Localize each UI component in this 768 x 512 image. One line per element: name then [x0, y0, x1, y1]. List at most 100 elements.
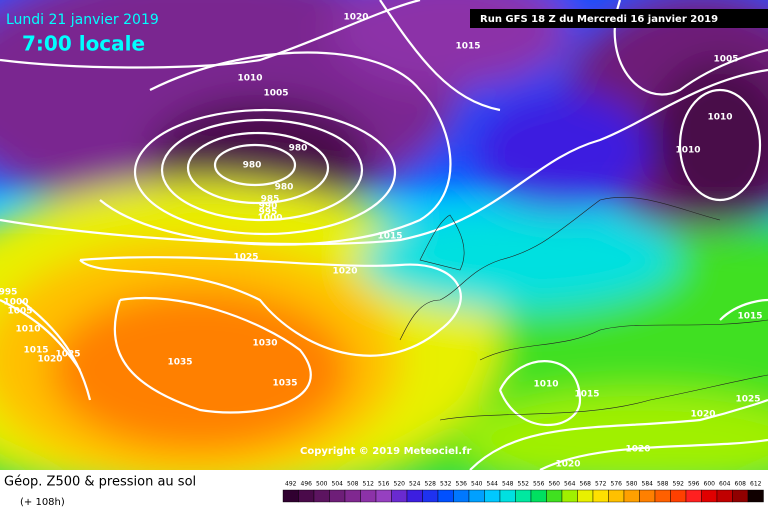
isobar-label: 1020	[625, 445, 650, 455]
scale-swatch	[701, 489, 718, 503]
run-box	[470, 9, 768, 28]
scale-swatch	[546, 489, 563, 503]
scale-swatch	[747, 489, 764, 503]
isobar-label: 995	[0, 288, 17, 298]
scale-label: 504	[332, 481, 344, 488]
scale-label: 540	[471, 481, 483, 488]
scale-swatch	[716, 489, 733, 503]
isobar-label: 1015	[377, 232, 402, 242]
isobar-label: 1020	[332, 267, 357, 277]
scale-swatch	[623, 489, 640, 503]
scale-label: 572	[595, 481, 607, 488]
scale-swatch	[375, 489, 392, 503]
scale-swatch	[561, 489, 578, 503]
scale-swatch	[360, 489, 377, 503]
scale-swatch	[344, 489, 361, 503]
isobar-label: 1010	[707, 113, 732, 123]
isobar-label: 1025	[55, 350, 80, 360]
scale-label: 588	[657, 481, 669, 488]
scale-swatch	[422, 489, 439, 503]
scale-swatch	[329, 489, 346, 503]
scale-swatch	[453, 489, 470, 503]
scale-label: 600	[704, 481, 716, 488]
scale-label: 516	[378, 481, 390, 488]
scale-swatch	[282, 489, 299, 503]
scale-label: 528	[425, 481, 437, 488]
scale-swatch	[639, 489, 656, 503]
isobar-label: 1010	[533, 380, 558, 390]
scale-label: 520	[394, 481, 406, 488]
isobar-label: 1005	[713, 55, 738, 65]
isobar-label: 1005	[7, 307, 32, 317]
isobar-label: 980	[289, 144, 308, 154]
isobar-label: 1015	[574, 390, 599, 400]
run-label: Run GFS 18 Z du Mercredi 16 janvier 2019	[480, 14, 718, 25]
scale-swatch	[391, 489, 408, 503]
isobar-label: 1025	[735, 395, 760, 405]
footer-title: Géop. Z500 & pression au sol	[4, 475, 196, 490]
date: Lundi 21 janvier 2019	[6, 12, 159, 28]
scale-swatch	[654, 489, 671, 503]
isobar-label: 1010	[15, 325, 40, 335]
isobar-label: 980	[243, 161, 262, 171]
scale-swatch	[732, 489, 749, 503]
scale-label: 532	[440, 481, 452, 488]
isobar-label: 1035	[167, 358, 192, 368]
scale-label: 548	[502, 481, 514, 488]
copyright: Copyright © 2019 Meteociel.fr	[300, 446, 471, 457]
field: 1020101510051010100510109809809801010985…	[0, 0, 768, 470]
isobar-label: 1025	[233, 253, 258, 263]
scale-swatch	[468, 489, 485, 503]
time: 7:00 locale	[22, 32, 145, 56]
scale-swatch	[530, 489, 547, 503]
isobar-label: 1000	[257, 214, 282, 224]
scale-swatch	[484, 489, 501, 503]
scale-label: 560	[549, 481, 561, 488]
scale-label: 584	[642, 481, 654, 488]
color-scale: 492 496 500 504 508 512 516 520 524 528 532 536 540 5…	[282, 481, 764, 503]
coastlines	[399, 197, 768, 421]
isobar-label: 990	[259, 202, 278, 212]
scale-label: 556	[533, 481, 545, 488]
isobar-label: 1030	[252, 339, 277, 349]
isobar-label: 1015	[737, 312, 762, 322]
isobar-label: 995	[259, 208, 278, 218]
scale-label: 612	[750, 481, 762, 488]
scale-label: 552	[518, 481, 530, 488]
scale-label: 500	[316, 481, 328, 488]
isobar-label: 1010	[675, 146, 700, 156]
scale-swatch	[515, 489, 532, 503]
isobar-label: 1010	[237, 74, 262, 84]
isobar-label: 1005	[263, 89, 288, 99]
scale-label: 508	[347, 481, 359, 488]
scale-label: 512	[363, 481, 375, 488]
scale-swatch	[437, 489, 454, 503]
footer-lead: (+ 108h)	[20, 497, 65, 508]
scale-swatch	[298, 489, 315, 503]
scale-label: 544	[487, 481, 499, 488]
scale-swatch	[499, 489, 516, 503]
isobar-label: 1035	[272, 379, 297, 389]
isobar-label: 1020	[690, 410, 715, 420]
scale-swatch	[670, 489, 687, 503]
isobar-label: 1015	[455, 42, 480, 52]
scale-label: 580	[626, 481, 638, 488]
isobars	[0, 0, 768, 470]
scale-swatch	[592, 489, 609, 503]
scale-label: 596	[688, 481, 700, 488]
scale-label: 604	[719, 481, 731, 488]
scale-label: 524	[409, 481, 421, 488]
scale-swatch	[608, 489, 625, 503]
isobar-label: 1000	[3, 298, 28, 308]
scale-swatch	[406, 489, 423, 503]
scale-label: 592	[673, 481, 685, 488]
isobar-label: 1020	[37, 355, 62, 365]
isobar-label: 980	[275, 183, 294, 193]
scale-label: 496	[301, 481, 313, 488]
isobar-label: 1020	[343, 13, 368, 23]
scale-swatch	[685, 489, 702, 503]
scale-swatch	[313, 489, 330, 503]
scale-swatch	[577, 489, 594, 503]
